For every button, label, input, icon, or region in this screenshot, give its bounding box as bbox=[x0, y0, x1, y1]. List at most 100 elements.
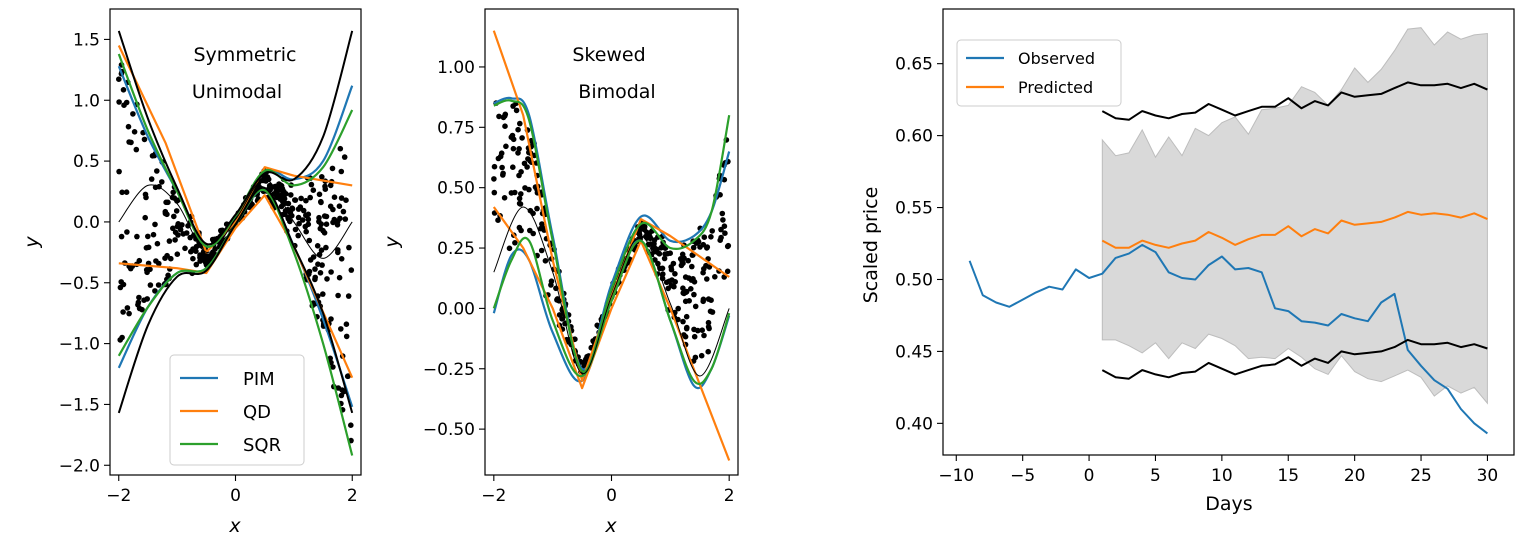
sample-point bbox=[341, 154, 348, 160]
sample-point bbox=[330, 219, 336, 226]
sample-point bbox=[147, 282, 154, 288]
sample-point bbox=[704, 276, 710, 282]
sample-point bbox=[554, 297, 560, 303]
sample-point bbox=[316, 218, 322, 225]
x-tick-label: 10 bbox=[1211, 466, 1233, 486]
sample-point bbox=[506, 245, 513, 252]
y-axis-ticks: −2.0 −1.5 −1.0 −0.5 0.0 0.5 1.0 1.5 bbox=[59, 30, 110, 476]
sample-point bbox=[317, 270, 324, 276]
panel-skewed-bimodal: −2 0 2 −0.50 −0.25 0.00 0.25 0.50 0.75 1.00 Skew… bbox=[381, 8, 739, 537]
sample-point bbox=[188, 248, 194, 255]
x-tick-label: 0 bbox=[606, 486, 617, 506]
annotation-line-1: Symmetric bbox=[194, 44, 297, 66]
sample-point bbox=[308, 181, 315, 188]
sample-point bbox=[335, 247, 341, 253]
sample-point bbox=[154, 240, 161, 247]
sample-point bbox=[664, 250, 671, 257]
sample-point bbox=[133, 146, 140, 153]
sample-point bbox=[495, 217, 501, 223]
sample-point bbox=[336, 203, 343, 209]
sample-point bbox=[300, 207, 307, 214]
x-tick-label: −5 bbox=[1010, 466, 1035, 486]
annotation-line-2: Bimodal bbox=[578, 81, 655, 103]
sample-point bbox=[289, 205, 296, 211]
x-axis-label: x bbox=[604, 515, 617, 537]
x-tick-label: 15 bbox=[1277, 466, 1299, 486]
y-axis-label: y bbox=[21, 236, 43, 249]
sqr-line bbox=[492, 236, 731, 385]
sample-point bbox=[499, 164, 505, 171]
panel-price-forecast: −10 −5 0 5 10 15 20 25 30 0.400.450.500.550.600.… bbox=[860, 8, 1515, 515]
sample-point bbox=[491, 176, 497, 182]
y-tick-label: 0.55 bbox=[895, 199, 933, 219]
sample-point bbox=[707, 308, 714, 315]
sample-point bbox=[136, 257, 143, 264]
sample-point bbox=[656, 251, 663, 257]
y-axis-label: Scaled price bbox=[860, 187, 882, 304]
sample-point bbox=[338, 326, 344, 332]
plot-lines bbox=[492, 30, 731, 461]
sample-point bbox=[169, 194, 176, 201]
bound-line bbox=[1101, 81, 1488, 121]
sample-point bbox=[331, 194, 338, 200]
sample-point bbox=[319, 262, 325, 268]
sample-point bbox=[163, 199, 169, 206]
sample-point bbox=[542, 258, 549, 264]
sample-point bbox=[496, 113, 502, 120]
sample-point bbox=[345, 373, 351, 379]
sample-point bbox=[725, 242, 732, 249]
sample-point bbox=[336, 274, 343, 281]
sample-point bbox=[278, 203, 285, 210]
sample-point bbox=[288, 192, 294, 198]
sample-point bbox=[516, 172, 522, 179]
sample-point bbox=[116, 99, 122, 105]
sample-point bbox=[175, 232, 181, 238]
sample-point bbox=[698, 352, 705, 359]
pim-line bbox=[492, 239, 731, 390]
sample-point bbox=[348, 267, 355, 273]
sample-point bbox=[182, 245, 188, 252]
sample-point bbox=[170, 225, 176, 232]
sample-point bbox=[312, 274, 319, 281]
sample-point bbox=[135, 299, 142, 306]
sample-point bbox=[328, 269, 334, 275]
sample-point bbox=[330, 206, 336, 213]
sample-point bbox=[305, 216, 312, 223]
sample-point bbox=[342, 216, 349, 222]
sample-point bbox=[346, 244, 352, 251]
sample-point bbox=[708, 234, 714, 240]
sample-point bbox=[516, 224, 523, 231]
sample-point bbox=[527, 227, 533, 234]
sample-point bbox=[338, 168, 345, 175]
sample-point bbox=[683, 313, 690, 320]
sample-point bbox=[154, 168, 160, 174]
sample-point bbox=[722, 230, 728, 236]
x-tick-label: 25 bbox=[1410, 466, 1432, 486]
sample-point bbox=[503, 143, 509, 150]
sample-point bbox=[651, 237, 658, 243]
sample-point bbox=[682, 333, 689, 340]
sample-point bbox=[124, 229, 130, 235]
sample-point bbox=[701, 234, 708, 240]
axes-frame bbox=[942, 8, 1515, 456]
truth-curve bbox=[117, 186, 354, 414]
sample-point bbox=[143, 245, 150, 251]
y-tick-label: 0.50 bbox=[895, 270, 933, 290]
sample-point bbox=[323, 221, 330, 227]
sample-point bbox=[534, 205, 540, 212]
y-axis-ticks: −0.50 −0.25 0.00 0.25 0.50 0.75 1.00 bbox=[423, 58, 485, 440]
sample-point bbox=[298, 195, 304, 202]
sample-point bbox=[690, 244, 697, 251]
sample-point bbox=[548, 278, 555, 285]
x-axis-label: Days bbox=[1205, 493, 1252, 515]
annotation-line-1: Skewed bbox=[572, 44, 645, 66]
y-tick-label: 1.00 bbox=[437, 58, 475, 78]
sample-point bbox=[120, 87, 127, 93]
sample-point bbox=[310, 187, 317, 193]
y-tick-label: 0.00 bbox=[437, 299, 475, 319]
sample-point bbox=[661, 255, 668, 262]
sample-point bbox=[691, 333, 698, 340]
sample-point bbox=[663, 279, 670, 286]
sample-point bbox=[500, 172, 506, 178]
